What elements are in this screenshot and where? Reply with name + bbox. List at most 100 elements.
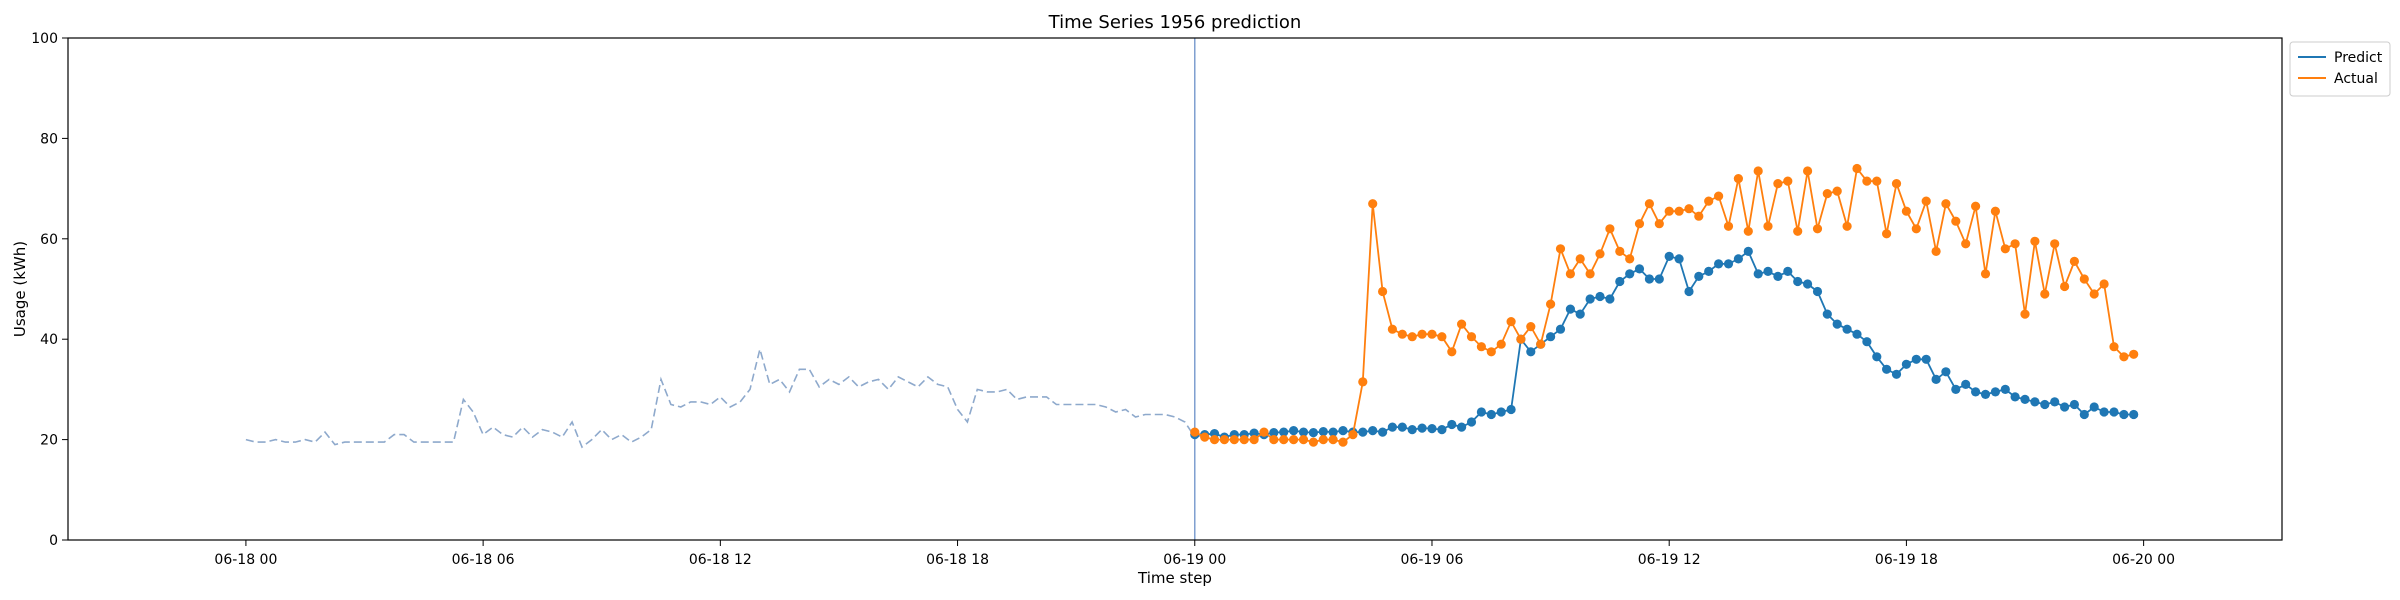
predict-data-point bbox=[1803, 279, 1813, 289]
predict-data-point bbox=[1605, 294, 1615, 304]
actual-data-point bbox=[1951, 216, 1961, 226]
actual-data-point bbox=[1338, 437, 1348, 447]
actual-data-point bbox=[1506, 317, 1516, 327]
actual-data-point bbox=[1209, 435, 1220, 445]
predict-data-point bbox=[1852, 329, 1862, 339]
predict-data-point bbox=[1506, 404, 1516, 415]
actual-data-point bbox=[1921, 196, 1931, 206]
actual-data-point bbox=[1803, 166, 1813, 176]
y-tick-label: 60 bbox=[40, 232, 58, 248]
predict-data-point bbox=[1990, 387, 2000, 397]
x-tick-label: 06-19 06 bbox=[1401, 552, 1464, 568]
predict-data-point bbox=[1872, 352, 1882, 362]
actual-data-point bbox=[1872, 176, 1882, 186]
predict-data-point bbox=[1575, 309, 1585, 319]
actual-data-point bbox=[1190, 427, 1200, 437]
actual-data-point bbox=[1822, 189, 1832, 199]
predict-data-point bbox=[1585, 294, 1595, 304]
predict-data-point bbox=[2060, 402, 2070, 412]
actual-data-point bbox=[2030, 236, 2040, 246]
predict-data-point bbox=[1980, 389, 1991, 399]
predict-data-point bbox=[1338, 426, 1348, 436]
predict-data-point bbox=[1704, 266, 1714, 276]
actual-data-point bbox=[1496, 339, 1506, 349]
predict-data-point bbox=[1812, 286, 1823, 297]
plot-frame bbox=[67, 37, 2283, 541]
actual-data-point bbox=[1437, 332, 1447, 342]
predict-data-point bbox=[1634, 264, 1645, 274]
predict-data-point bbox=[1733, 254, 1743, 264]
actual-data-point bbox=[1773, 179, 1783, 189]
predict-data-point bbox=[1714, 259, 1724, 269]
actual-data-point bbox=[1634, 219, 1645, 229]
actual-data-point bbox=[1644, 199, 1654, 209]
predict-data-point bbox=[2109, 407, 2119, 417]
predict-data-point bbox=[1615, 276, 1625, 287]
actual-data-point bbox=[1674, 206, 1684, 216]
actual-data-point bbox=[1980, 269, 1991, 279]
predict-data-point bbox=[1793, 276, 1803, 287]
actual-data-point bbox=[1546, 299, 1556, 309]
actual-data-point bbox=[1625, 254, 1635, 264]
actual-data-point bbox=[1565, 269, 1575, 279]
predict-data-point bbox=[1684, 286, 1694, 297]
predict-data-point bbox=[1447, 419, 1457, 430]
actual-data-point bbox=[1931, 246, 1941, 256]
actual-data-point bbox=[1971, 201, 1981, 211]
y-tick-label: 80 bbox=[40, 131, 58, 147]
predict-data-point bbox=[1407, 425, 1417, 435]
predict-data-point bbox=[1308, 428, 1318, 438]
predict-data-point bbox=[1595, 291, 1605, 302]
actual-data-point bbox=[1862, 176, 1872, 186]
predict-data-point bbox=[1882, 364, 1892, 374]
actual-data-point bbox=[1615, 246, 1625, 256]
predict-data-point bbox=[1971, 387, 1981, 397]
actual-data-point bbox=[1279, 435, 1289, 445]
predict-data-point bbox=[1822, 309, 1832, 319]
x-tick-label: 06-18 18 bbox=[926, 552, 989, 568]
actual-data-point bbox=[1891, 179, 1902, 189]
predict-data-point bbox=[1368, 426, 1378, 436]
predict-data-point bbox=[1437, 425, 1447, 435]
legend-label-actual: Actual bbox=[2334, 71, 2378, 87]
predict-data-point bbox=[1941, 367, 1951, 377]
predict-data-point bbox=[1694, 271, 1704, 281]
predict-data-point bbox=[1269, 428, 1279, 438]
actual-data-point bbox=[1763, 221, 1773, 231]
actual-data-point bbox=[1318, 435, 1328, 445]
x-tick-label: 06-19 12 bbox=[1638, 552, 1701, 568]
actual-data-point bbox=[1387, 324, 1397, 334]
predict-data-point bbox=[2069, 399, 2079, 410]
actual-data-point bbox=[1664, 206, 1674, 216]
actual-data-point bbox=[1575, 254, 1585, 264]
actual-data-point bbox=[1684, 204, 1694, 214]
predict-data-point bbox=[1466, 417, 1477, 427]
predict-data-point bbox=[1911, 354, 1921, 364]
predict-data-point bbox=[1743, 246, 1753, 256]
predict-data-point bbox=[1555, 324, 1566, 334]
predict-data-point bbox=[1546, 332, 1556, 342]
actual-data-point bbox=[2000, 244, 2010, 254]
actual-data-point bbox=[2089, 289, 2099, 299]
predict-data-point bbox=[1289, 426, 1299, 436]
predict-data-point bbox=[1891, 369, 1902, 379]
actual-data-point bbox=[1555, 244, 1566, 254]
actual-data-point bbox=[1723, 221, 1734, 231]
actual-data-point bbox=[2099, 279, 2109, 289]
chart-title: Time Series 1956 prediction bbox=[1048, 12, 1302, 33]
actual-data-point bbox=[1694, 211, 1704, 221]
predict-data-point bbox=[1496, 407, 1506, 417]
predict-data-point bbox=[1654, 274, 1664, 284]
predict-data-point bbox=[1625, 269, 1635, 279]
actual-data-point bbox=[2109, 342, 2119, 352]
predict-data-point bbox=[1961, 379, 1971, 389]
actual-data-point bbox=[1219, 435, 1229, 445]
y-tick-label: 0 bbox=[49, 533, 58, 549]
predict-data-point bbox=[1664, 251, 1674, 261]
predict-data-point bbox=[1931, 374, 1941, 384]
actual-data-point bbox=[1990, 206, 2000, 216]
actual-data-point bbox=[1259, 427, 1269, 437]
actual-data-point bbox=[2129, 349, 2139, 359]
actual-data-point bbox=[1753, 166, 1763, 176]
